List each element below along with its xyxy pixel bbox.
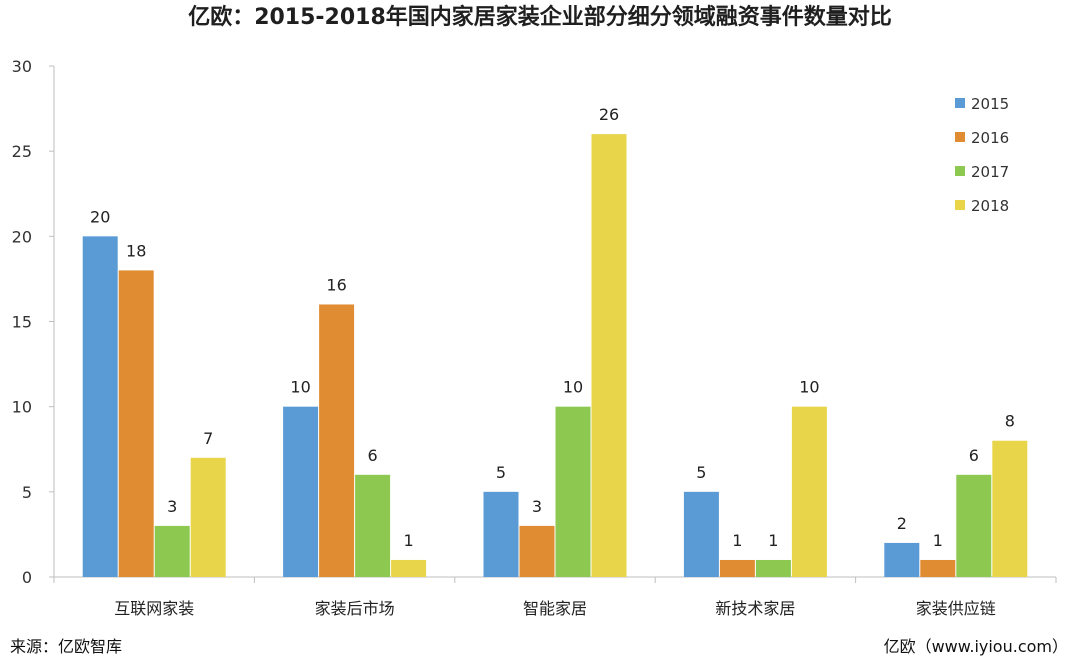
legend-swatch <box>955 166 965 176</box>
data-label: 6 <box>368 446 378 465</box>
data-label: 10 <box>799 378 819 397</box>
category-label: 互联网家装 <box>114 599 194 618</box>
data-label: 6 <box>969 446 979 465</box>
legend-swatch <box>955 132 965 142</box>
y-tick-label: 0 <box>22 568 32 587</box>
data-label: 7 <box>203 429 213 448</box>
data-label: 8 <box>1005 412 1015 431</box>
y-tick-label: 15 <box>12 313 32 332</box>
bar-2015 <box>683 491 719 577</box>
y-tick-label: 20 <box>12 227 32 246</box>
data-label: 26 <box>599 105 619 124</box>
data-label: 1 <box>404 531 414 550</box>
data-label: 1 <box>732 531 742 550</box>
bar-2017 <box>555 406 591 577</box>
bar-2016 <box>719 559 755 577</box>
category-group: 2 1 6 8 <box>884 412 1028 577</box>
data-label: 10 <box>563 378 583 397</box>
bar-2015 <box>82 236 118 578</box>
bar-2018 <box>391 559 427 577</box>
y-tick-label: 25 <box>12 142 32 161</box>
category-label: 新技术家居 <box>715 599 795 618</box>
y-tick-label: 30 <box>12 57 32 76</box>
legend-label: 2015 <box>971 95 1009 113</box>
legend: 2015 2016 2017 2018 <box>955 95 1009 215</box>
category-group: 10 16 6 1 <box>283 275 427 577</box>
y-tick-label: 5 <box>22 483 32 502</box>
data-label: 18 <box>126 241 146 260</box>
legend-item-2017: 2017 <box>955 163 1009 181</box>
bar-2017 <box>755 559 791 577</box>
data-label: 10 <box>290 378 310 397</box>
bar-2017 <box>154 525 190 577</box>
data-label: 3 <box>167 497 177 516</box>
data-label: 1 <box>768 531 778 550</box>
source-note: 来源：亿欧智库 <box>10 637 122 656</box>
bar-2015 <box>483 491 519 577</box>
bar-2015 <box>283 406 319 577</box>
category-group: 20 18 3 7 <box>82 207 226 578</box>
legend-label: 2018 <box>971 197 1009 215</box>
category-label: 智能家居 <box>523 599 587 618</box>
legend-item-2015: 2015 <box>955 95 1009 113</box>
chart-title: 亿欧：2015-2018年国内家居家装企业部分细分领域融资事件数量对比 <box>188 4 892 30</box>
legend-label: 2016 <box>971 129 1009 147</box>
category-label: 家装供应链 <box>916 599 996 618</box>
bar-2016 <box>118 270 154 577</box>
data-label: 1 <box>933 531 943 550</box>
category-group: 5 1 1 10 <box>683 378 827 577</box>
legend-item-2018: 2018 <box>955 197 1009 215</box>
data-label: 20 <box>90 207 110 226</box>
bar-2016 <box>920 559 956 577</box>
y-tick-label: 10 <box>12 398 32 417</box>
data-label: 2 <box>897 514 907 533</box>
category-label: 家装后市场 <box>315 599 395 618</box>
bar-2017 <box>355 474 391 577</box>
legend-swatch <box>955 200 965 210</box>
bar-2018 <box>992 440 1028 577</box>
bar-2016 <box>319 304 355 577</box>
bar-2018 <box>190 457 226 577</box>
data-label: 5 <box>496 463 506 482</box>
bar-2015 <box>884 542 920 577</box>
bar-2018 <box>791 406 827 577</box>
category-group: 5 3 10 26 <box>483 105 627 577</box>
bar-2018 <box>591 134 627 577</box>
plot-area: 051015202530201837互联网家装101661家装后市场531026… <box>12 57 1057 618</box>
bar-2016 <box>519 525 555 577</box>
legend-swatch <box>955 98 965 108</box>
legend-item-2016: 2016 <box>955 129 1009 147</box>
data-label: 5 <box>696 463 706 482</box>
legend-label: 2017 <box>971 163 1009 181</box>
bar-2017 <box>956 474 992 577</box>
site-credit: 亿欧（www.iyiou.com） <box>884 637 1068 656</box>
data-label: 16 <box>326 275 346 294</box>
data-label: 3 <box>532 497 542 516</box>
